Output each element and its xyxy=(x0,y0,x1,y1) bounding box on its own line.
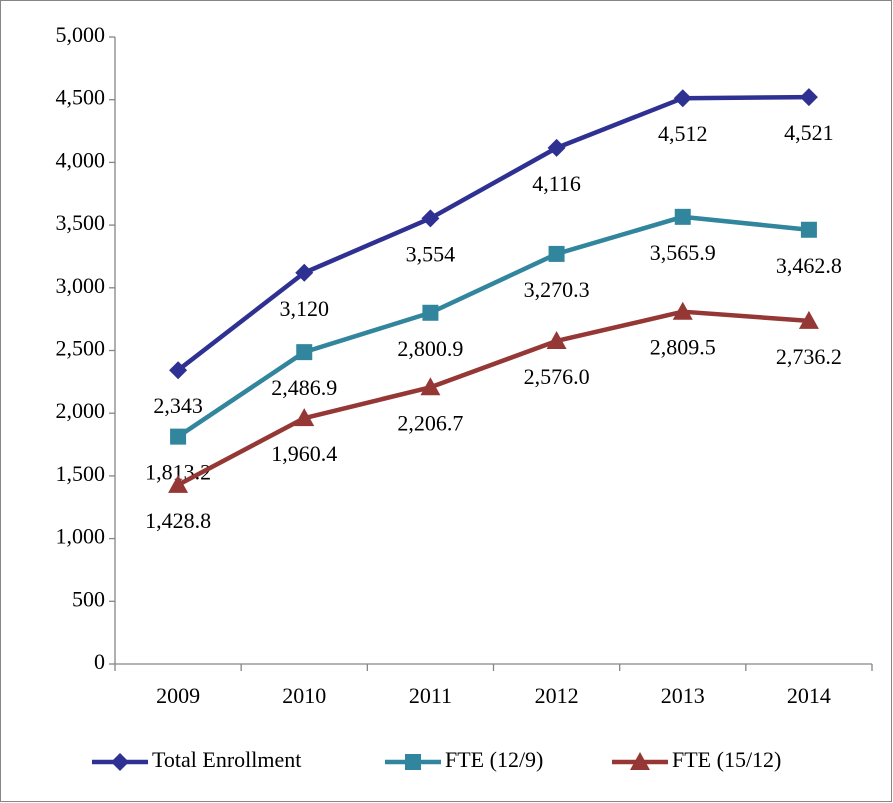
y-tick-label: 4,000 xyxy=(56,147,106,172)
y-tick-label: 5,000 xyxy=(56,22,106,47)
data-label: 4,512 xyxy=(658,121,708,146)
data-label: 2,343 xyxy=(153,393,203,418)
x-tick-label: 2010 xyxy=(282,683,326,708)
data-label: 3,462.8 xyxy=(776,253,842,278)
data-label: 1,960.4 xyxy=(271,441,337,466)
data-label: 3,565.9 xyxy=(650,240,716,265)
x-tick-label: 2012 xyxy=(535,683,579,708)
point-marker xyxy=(798,310,819,329)
y-tick-label: 500 xyxy=(72,586,105,611)
data-label: 2,736.2 xyxy=(776,344,842,369)
point-marker xyxy=(296,344,313,361)
point-marker xyxy=(548,245,565,262)
x-tick-label: 2014 xyxy=(787,683,831,708)
data-label: 4,521 xyxy=(784,120,834,145)
y-tick-label: 3,000 xyxy=(56,273,106,298)
legend-marker xyxy=(405,754,421,770)
point-marker xyxy=(547,138,566,157)
legend-label: FTE (12/9) xyxy=(445,747,543,772)
legend-marker xyxy=(630,752,650,770)
x-tick-label: 2013 xyxy=(661,683,705,708)
data-label: 4,116 xyxy=(532,171,581,196)
y-tick-label: 2,000 xyxy=(56,398,106,423)
point-marker xyxy=(421,209,440,228)
y-tick-label: 0 xyxy=(94,649,105,674)
data-label: 2,800.9 xyxy=(397,336,463,361)
data-label: 1,428.8 xyxy=(145,508,211,533)
point-marker xyxy=(673,89,692,108)
legend-label: Total Enrollment xyxy=(152,747,301,772)
point-marker xyxy=(168,474,189,493)
data-label: 2,206.7 xyxy=(397,410,463,435)
y-tick-label: 3,500 xyxy=(56,210,106,235)
point-marker xyxy=(800,221,817,238)
point-marker xyxy=(295,263,314,282)
y-tick-label: 1,000 xyxy=(56,524,106,549)
data-label: 2,486.9 xyxy=(271,375,337,400)
series-line xyxy=(176,214,810,439)
point-marker xyxy=(674,208,691,225)
series-line xyxy=(177,309,810,487)
point-marker xyxy=(420,377,441,396)
point-marker xyxy=(169,361,188,380)
data-label: 2,809.5 xyxy=(650,335,716,360)
data-label: 3,120 xyxy=(280,296,330,321)
point-marker xyxy=(546,330,567,349)
point-marker xyxy=(422,304,439,321)
data-label: 3,554 xyxy=(406,241,456,266)
point-marker xyxy=(170,428,187,445)
point-marker xyxy=(294,408,315,427)
legend-label: FTE (15/12) xyxy=(672,747,781,772)
legend-marker xyxy=(111,753,129,771)
data-label: 2,576.0 xyxy=(524,364,590,389)
y-tick-label: 4,500 xyxy=(56,85,106,110)
data-label: 3,270.3 xyxy=(524,277,590,302)
series-line xyxy=(176,94,809,372)
x-tick-label: 2011 xyxy=(409,683,452,708)
point-marker xyxy=(672,301,693,320)
y-tick-label: 2,500 xyxy=(56,336,106,361)
x-tick-label: 2009 xyxy=(156,683,200,708)
point-marker xyxy=(799,88,818,107)
y-tick-label: 1,500 xyxy=(56,461,106,486)
